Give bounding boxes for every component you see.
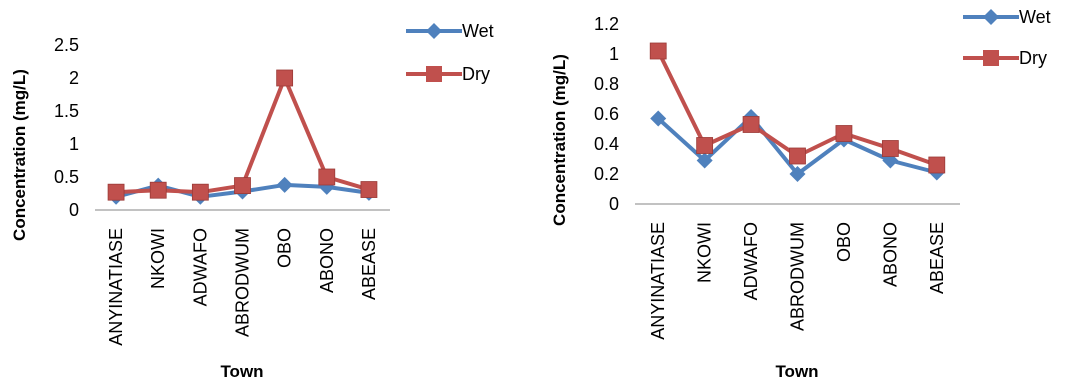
series-group [649,42,946,182]
x-tick-label: OBO [275,228,295,268]
data-point-wet [650,110,667,127]
data-point-dry [789,147,806,165]
data-point-dry [881,140,899,157]
y-tick-label: 2.5 [54,35,79,55]
legend-label: Wet [462,21,494,41]
x-tick-label: NKOWI [695,222,715,283]
x-tick-label: NKOWI [148,228,168,289]
y-tick-label: 0 [609,194,619,214]
y-tick-label: 0.6 [594,104,619,124]
legend-marker-dry [426,66,442,82]
data-point-dry [835,125,853,142]
y-tick-label: 2 [69,68,79,88]
data-point-dry [696,137,714,154]
data-point-dry [318,168,336,186]
y-tick-label: 0.2 [594,164,619,184]
y-tick-labels: 0 0.2 0.4 0.6 0.8 1 1.2 [594,14,619,214]
legend: Wet Dry [963,7,1051,68]
data-point-dry [276,69,294,87]
x-tick-label: ABRODWUM [788,222,808,331]
legend-label: Dry [462,64,490,84]
legend-label: Wet [1019,7,1051,27]
x-tick-label: ADWAFO [190,228,210,306]
chart-1: ANYINATIASE NKOWI ADWAFO ABRODWUM OBO ABONO AB… [10,21,494,379]
x-tick-label: ABEASE [927,222,947,294]
data-point-dry [928,156,946,174]
data-point-dry [742,116,760,133]
data-point-wet [276,176,293,193]
chart-2: ANYINATIASE NKOWI ADWAFO ABRODWUM OBO ABONO AB… [550,7,1051,379]
x-axis-title: Town [220,362,263,379]
legend-marker-dry [983,50,999,66]
data-point-dry [649,42,667,60]
y-tick-labels: 0 0.5 1 1.5 2 2.5 [54,35,79,220]
data-point-dry [234,177,251,194]
legend-marker-wet [426,23,442,39]
y-tick-label: 1.2 [594,14,619,34]
y-tick-label: 1.5 [54,101,79,121]
legend-marker-wet [983,9,999,25]
y-tick-label: 1 [69,134,79,154]
x-tick-label: ABONO [317,228,337,293]
legend-label: Dry [1019,48,1047,68]
y-axis-title: Concentration (mg/L) [10,69,29,241]
x-tick-label: ABRODWUM [233,228,253,337]
legend: Wet Dry [406,21,494,84]
x-tick-label: ANYINATIASE [106,228,126,346]
x-tick-label: ABEASE [359,228,379,300]
y-tick-label: 0.8 [594,74,619,94]
data-point-dry [149,181,167,199]
x-tick-labels: ANYINATIASE NKOWI ADWAFO ABRODWUM OBO ABONO AB… [106,228,379,346]
data-point-wet [696,152,713,169]
data-point-dry [360,181,378,198]
y-tick-label: 0 [69,200,79,220]
x-tick-label: ADWAFO [741,222,761,300]
y-tick-label: 0.5 [54,167,79,187]
y-axis-title: Concentration (mg/L) [550,54,569,226]
data-point-dry [107,183,125,201]
x-tick-labels: ANYINATIASE NKOWI ADWAFO ABRODWUM OBO ABONO AB… [648,222,947,340]
x-tick-label: ANYINATIASE [648,222,668,340]
series-group [107,69,378,205]
y-tick-label: 0.4 [594,134,619,154]
data-point-wet [789,166,806,182]
y-tick-label: 1 [609,44,619,64]
x-tick-label: OBO [834,222,854,262]
x-axis-title: Town [775,362,818,379]
data-point-dry [191,183,209,201]
x-tick-label: ABONO [880,222,900,287]
